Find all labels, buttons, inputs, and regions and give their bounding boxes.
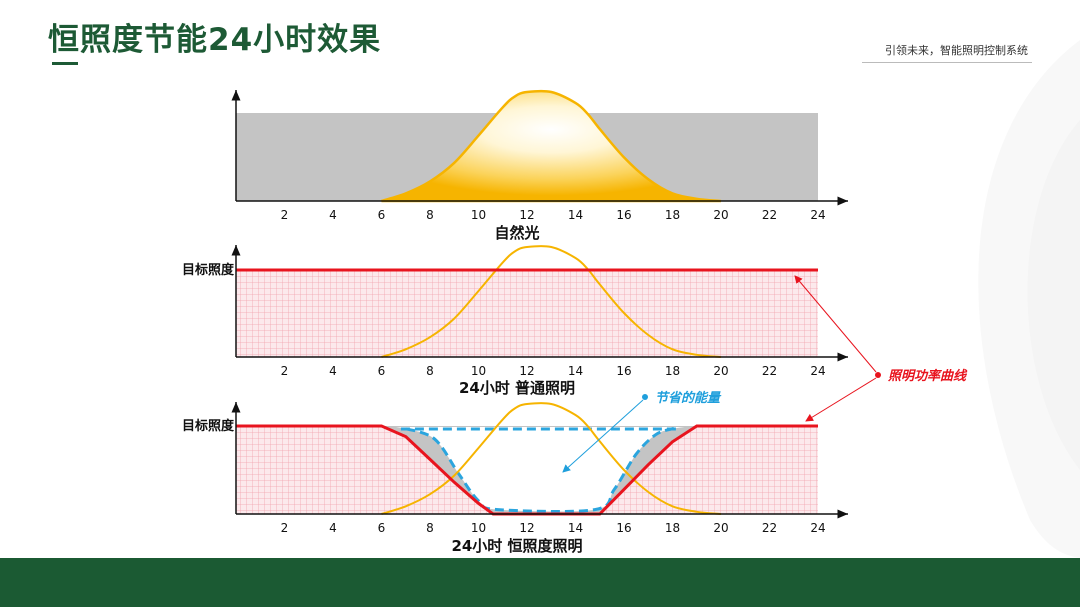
page-title: 恒照度节能24小时效果 bbox=[48, 22, 382, 58]
x-tick-label: 10 bbox=[471, 364, 486, 378]
annotation-label: 节省的能量 bbox=[655, 390, 722, 406]
x-tick-label: 4 bbox=[329, 364, 337, 378]
x-tick-label: 6 bbox=[378, 521, 386, 535]
annotation-dot bbox=[642, 394, 648, 400]
saved-energy-outline bbox=[400, 427, 678, 514]
x-tick-label: 18 bbox=[665, 364, 680, 378]
x-tick-labels: 2 4 6 8 10 12 14 16 18 20 22 24 bbox=[281, 208, 826, 222]
x-tick-label: 12 bbox=[519, 208, 534, 222]
daylight-curve bbox=[381, 245, 722, 358]
x-tick-label: 14 bbox=[568, 521, 583, 535]
x-tick-label: 12 bbox=[519, 521, 534, 535]
title-underline bbox=[52, 62, 78, 65]
x-tick-label: 8 bbox=[426, 208, 434, 222]
x-tick-label: 2 bbox=[281, 208, 289, 222]
x-tick-label: 10 bbox=[471, 521, 486, 535]
x-tick-label: 2 bbox=[281, 521, 289, 535]
x-tick-label: 20 bbox=[713, 364, 728, 378]
x-tick-labels: 2 4 6 8 10 12 14 16 18 20 22 24 bbox=[281, 364, 826, 378]
x-tick-label: 4 bbox=[329, 208, 337, 222]
lamp-power-area bbox=[236, 426, 818, 514]
panel-axes bbox=[231, 245, 848, 362]
x-tick-label: 8 bbox=[426, 521, 434, 535]
x-tick-label: 14 bbox=[568, 208, 583, 222]
x-tick-label: 20 bbox=[713, 521, 728, 535]
footer-bar bbox=[0, 558, 1080, 607]
x-tick-label: 6 bbox=[378, 364, 386, 378]
x-tick-label: 12 bbox=[519, 364, 534, 378]
x-tick-label: 8 bbox=[426, 364, 434, 378]
annotation-arrow bbox=[562, 399, 644, 473]
x-tick-label: 22 bbox=[762, 364, 777, 378]
x-tick-label: 4 bbox=[329, 521, 337, 535]
x-tick-label: 18 bbox=[665, 208, 680, 222]
annotation-power-curve: 照明功率曲线 bbox=[794, 275, 968, 422]
x-tick-label: 24 bbox=[810, 208, 825, 222]
annotation-label: 照明功率曲线 bbox=[887, 368, 968, 384]
x-tick-label: 10 bbox=[471, 208, 486, 222]
panel-caption: 24小时 普通照明 bbox=[459, 379, 575, 397]
x-tick-label: 24 bbox=[810, 521, 825, 535]
annotation-dot bbox=[875, 372, 881, 378]
panel-axes bbox=[231, 90, 848, 206]
panel-axes bbox=[231, 402, 848, 519]
x-tick-label: 16 bbox=[616, 208, 631, 222]
x-tick-label: 2 bbox=[281, 364, 289, 378]
x-tick-label: 24 bbox=[810, 364, 825, 378]
daylight-curve bbox=[381, 402, 722, 515]
target-illuminance-label: 目标照度 bbox=[182, 262, 235, 278]
annotation-arrow-lower bbox=[805, 377, 877, 422]
x-tick-label: 22 bbox=[762, 521, 777, 535]
panel-normal-lighting: 2 4 6 8 10 12 14 16 18 20 22 24 目标照度 24小时 普通照明 bbox=[182, 245, 848, 397]
annotation-arrow-upper bbox=[794, 275, 877, 373]
lamp-power-area bbox=[236, 270, 818, 357]
slogan: 引领未来，智能照明控制系统 bbox=[885, 44, 1028, 57]
panel-caption: 24小时 恒照度照明 bbox=[451, 537, 582, 555]
x-tick-label: 6 bbox=[378, 208, 386, 222]
annotation-energy-saved: 节省的能量 bbox=[562, 390, 722, 473]
header-rule bbox=[862, 62, 1032, 63]
panel-constant-illuminance: 2 4 6 8 10 12 14 16 18 20 22 24 目标照度 24小时 恒照度照明 bbox=[182, 402, 848, 555]
x-tick-label: 16 bbox=[616, 364, 631, 378]
x-tick-label: 22 bbox=[762, 208, 777, 222]
target-illuminance-label: 目标照度 bbox=[182, 418, 235, 434]
x-tick-label: 16 bbox=[616, 521, 631, 535]
daylight-area bbox=[381, 89, 722, 203]
x-tick-label: 18 bbox=[665, 521, 680, 535]
panel-natural-light: 2 4 6 8 10 12 14 16 18 20 22 24 自然光 bbox=[231, 89, 848, 242]
x-tick-label: 20 bbox=[713, 208, 728, 222]
panel-caption: 自然光 bbox=[494, 224, 539, 242]
x-tick-label: 14 bbox=[568, 364, 583, 378]
x-tick-labels: 2 4 6 8 10 12 14 16 18 20 22 24 bbox=[281, 521, 826, 535]
